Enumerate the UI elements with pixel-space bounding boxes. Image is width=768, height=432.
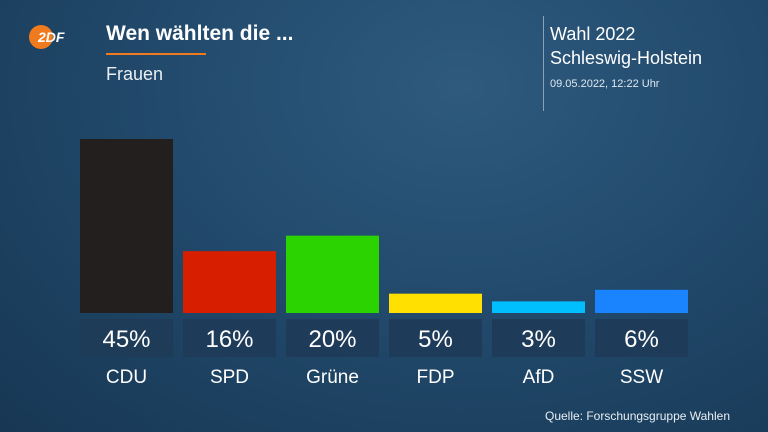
header-divider [543, 16, 544, 111]
value-label-5: 6% [624, 326, 659, 353]
value-box-2 [286, 319, 379, 357]
category-label-4: AfD [523, 367, 555, 388]
bar-4 [492, 301, 585, 313]
value-label-1: 16% [205, 326, 253, 353]
page-title: Wen wählten die ... [106, 22, 294, 45]
value-label-3: 5% [418, 326, 453, 353]
bar-3 [389, 293, 482, 313]
title-underline [106, 53, 206, 55]
zdf-logo-text: 2DF [37, 29, 65, 45]
value-box-5 [595, 319, 688, 357]
value-box-3 [389, 319, 482, 357]
source-note: Quelle: Forschungsgruppe Wahlen [545, 409, 730, 423]
category-label-3: FDP [417, 367, 455, 388]
zdf-logo: 2DF [29, 25, 65, 49]
category-label-0: CDU [106, 367, 147, 388]
category-label-5: SSW [620, 367, 663, 388]
bar-1 [183, 251, 276, 313]
category-label-2: Grüne [306, 367, 359, 388]
value-label-2: 20% [308, 326, 356, 353]
timestamp: 09.05.2022, 12:22 Uhr [550, 78, 660, 90]
value-box-4 [492, 319, 585, 357]
value-box-1 [183, 319, 276, 357]
bar-5 [595, 289, 688, 313]
election-info: Wahl 2022 Schleswig-Holstein [550, 22, 702, 70]
value-label-4: 3% [521, 326, 556, 353]
value-box-0 [80, 319, 173, 357]
value-label-0: 45% [102, 326, 150, 353]
bar-2 [286, 235, 379, 313]
category-label-1: SPD [210, 367, 249, 388]
election-year: Wahl 2022 [550, 24, 636, 44]
page-subtitle: Frauen [106, 64, 164, 84]
election-state: Schleswig-Holstein [550, 48, 703, 68]
bar-0 [80, 139, 173, 313]
